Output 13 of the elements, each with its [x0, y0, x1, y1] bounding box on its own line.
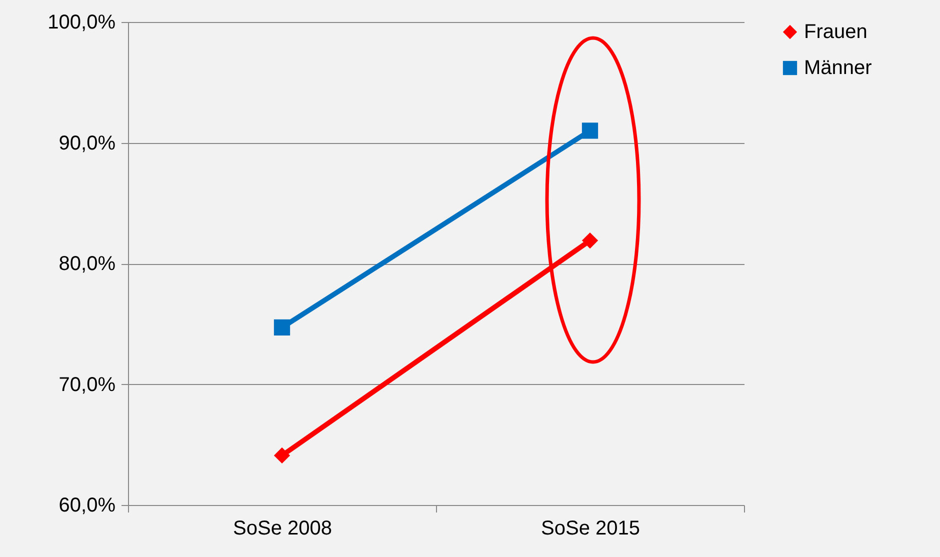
x-tick-label: SoSe 2015 — [541, 518, 640, 540]
legend-label: Männer — [804, 57, 872, 79]
point — [582, 122, 598, 139]
y-tick-label: 100,0% — [48, 12, 116, 34]
x-tick-label: SoSe 2008 — [233, 518, 332, 540]
y-tick-label: 70,0% — [58, 374, 116, 396]
y-tick-label: 90,0% — [58, 132, 116, 154]
y-tick-label: 80,0% — [58, 253, 116, 275]
y-tick-label: 60,0% — [58, 494, 116, 516]
point — [582, 232, 598, 249]
legend-label: Frauen — [804, 21, 868, 43]
point — [274, 447, 290, 464]
point — [274, 319, 290, 336]
